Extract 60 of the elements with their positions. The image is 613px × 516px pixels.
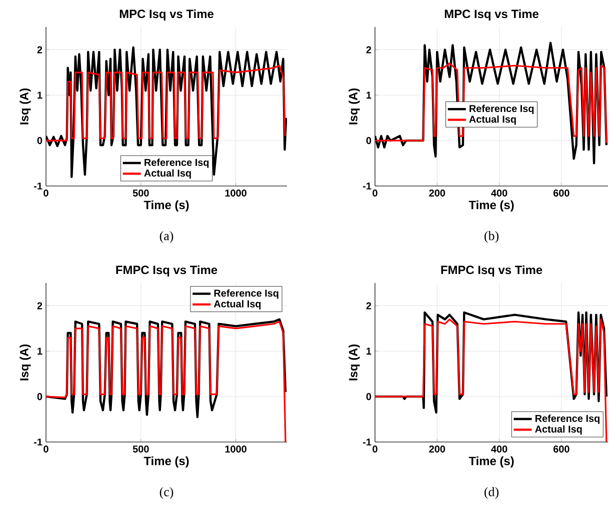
x-tick-label: 1000 — [225, 446, 246, 453]
y-tick-label: 2 — [37, 46, 42, 54]
x-tick-label: 400 — [491, 446, 508, 453]
y-tick-label: -1 — [363, 182, 372, 190]
y-axis-title: Isq (A) — [348, 88, 360, 124]
y-tick-label: 1 — [38, 348, 42, 355]
text: (b) — [484, 231, 498, 243]
x-tick-label: 0 — [372, 446, 378, 453]
x-axis-title: Time (s) — [144, 200, 189, 212]
x-tick-label: 400 — [491, 190, 508, 197]
text: (a) — [160, 231, 174, 243]
legend-label: Actual Isq — [214, 300, 261, 310]
x-tick-label: 600 — [553, 190, 570, 197]
y-tick-label: -1 — [34, 182, 42, 190]
x-tick-label: 600 — [553, 446, 570, 453]
line-series — [46, 64, 286, 142]
y-tick-label: -1 — [363, 438, 372, 446]
x-tick-label: 0 — [372, 190, 378, 197]
y-axis-title: Isq (A) — [348, 344, 360, 380]
legend-label: Reference Isq — [214, 289, 278, 299]
x-axis-title: Time (s) — [144, 456, 189, 468]
x-axis-title: Time (s) — [468, 456, 514, 468]
y-tick-label: -1 — [34, 438, 42, 446]
legend-label: Reference Isq — [470, 104, 534, 114]
chart-title: MPC Isq vs Time — [444, 9, 538, 21]
y-tick-label: 2 — [366, 302, 372, 310]
legend-label: Actual Isq — [144, 169, 191, 179]
chart-title: FMPC Isq vs Time — [441, 265, 542, 277]
y-tick-label: 1 — [366, 92, 372, 99]
legend-label: Actual Isq — [469, 115, 516, 125]
legend-label: Reference Isq — [144, 158, 209, 168]
line-series — [375, 311, 608, 414]
y-axis-title: Isq (A) — [20, 344, 31, 380]
x-tick-label: 1000 — [225, 190, 246, 197]
line-series — [375, 62, 608, 144]
x-axis-title: Time (s) — [468, 200, 514, 212]
text: (c) — [160, 487, 174, 499]
line-series — [46, 318, 287, 418]
line-series — [46, 46, 288, 178]
y-tick-label: 0 — [37, 393, 42, 400]
y-tick-label: 0 — [366, 137, 372, 144]
x-tick-label: 200 — [429, 190, 446, 197]
x-tick-label: 500 — [132, 190, 149, 197]
x-tick-label: 0 — [44, 446, 48, 453]
y-tick-label: 1 — [366, 348, 372, 355]
x-tick-label: 0 — [44, 190, 48, 197]
chart-title: FMPC Isq vs Time — [116, 265, 218, 277]
legend-label: Actual Isq — [535, 425, 582, 435]
y-axis-title: Isq (A) — [20, 88, 31, 124]
y-tick-label: 2 — [37, 302, 42, 310]
y-tick-label: 0 — [37, 137, 42, 144]
chart-title: MPC Isq vs Time — [120, 9, 214, 21]
line-series — [375, 42, 608, 164]
y-tick-label: 0 — [366, 393, 372, 400]
x-tick-label: 200 — [429, 446, 446, 453]
x-tick-label: 500 — [132, 446, 149, 453]
legend-label: Reference Isq — [535, 414, 600, 424]
y-tick-label: 2 — [366, 46, 372, 54]
y-tick-label: 1 — [38, 92, 42, 99]
text: (d) — [484, 487, 498, 499]
